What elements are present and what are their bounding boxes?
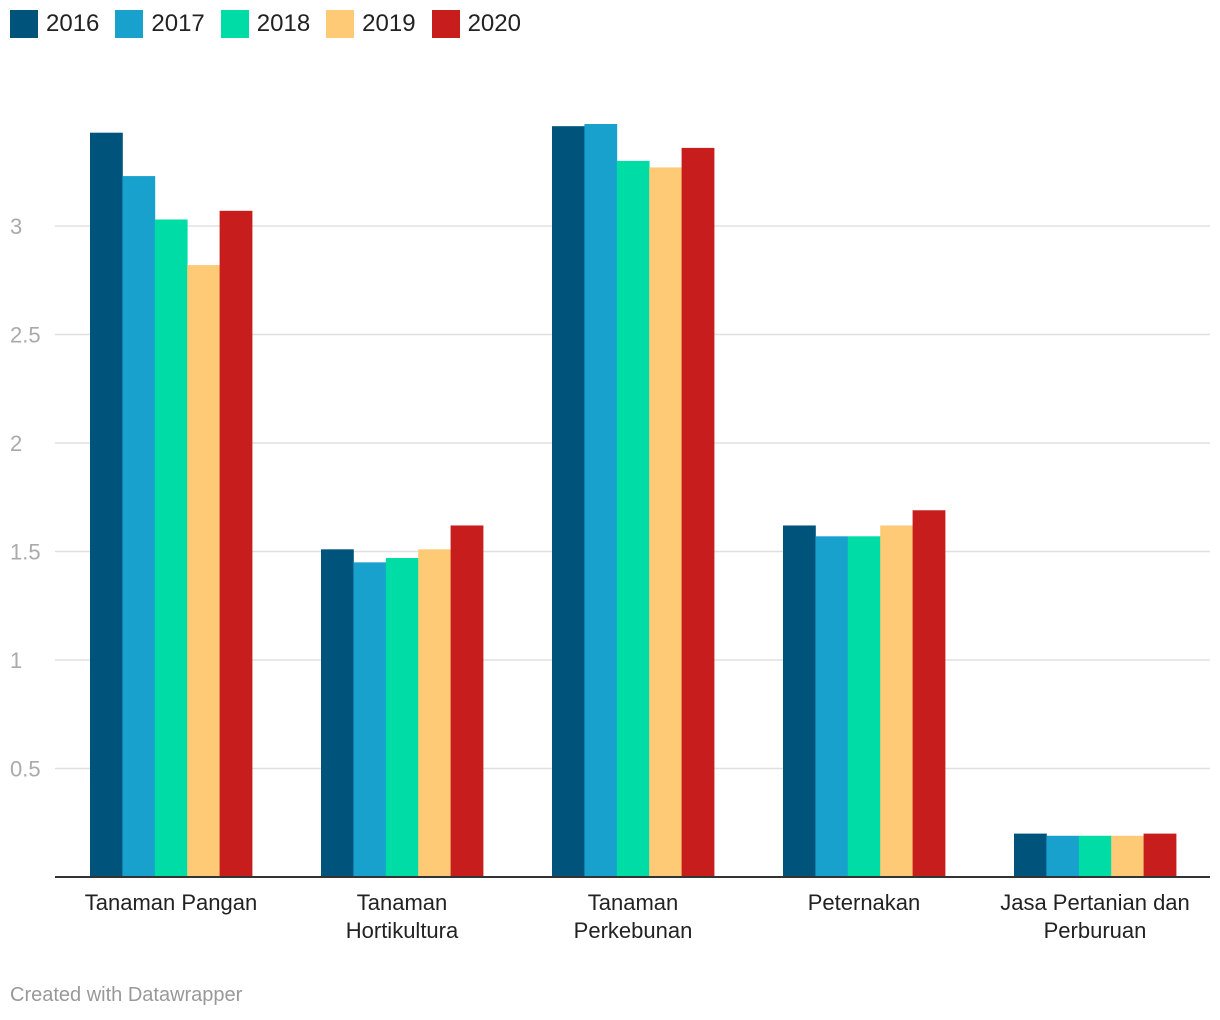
legend-swatch [431,10,460,38]
bar-chart: 0.5 1 1.5 2 2.5 3 Tanaman Pangan Tanaman Hortiku… [10,124,1210,943]
credit-text: Created with Datawrapper [10,984,243,1006]
y-tick-label: 1.5 [10,540,41,565]
legend-item-2016: 2016 [10,10,99,38]
bar-2016-3 [783,525,816,877]
bar-2019-1 [418,549,451,877]
bar-2017-1 [353,562,387,877]
legend-swatch [115,10,144,38]
y-tick-label: 1 [10,648,22,673]
bar-2016-4 [1014,833,1047,877]
bar-2020-0 [219,210,253,877]
bar-2016-0 [90,132,123,877]
x-category-label: Tanaman Hortikultura [346,890,459,943]
legend-label: 2020 [467,10,521,37]
bar-2018-0 [154,219,188,878]
bar-2020-4 [1143,833,1177,877]
bar-2019-4 [1111,835,1144,877]
chart-legend: 2016 2017 2018 2019 2020 [10,10,537,38]
bar-2018-3 [847,536,881,877]
legend-swatch [326,10,355,38]
bar-2016-1 [321,549,354,877]
bar-2020-3 [912,510,946,877]
y-tick-label: 3 [10,214,22,239]
legend-label: 2019 [362,10,416,37]
legend-label: 2018 [256,10,311,37]
legend-label: 2016 [46,10,100,37]
bar-2017-2 [584,124,618,877]
bar-2018-2 [616,160,650,877]
legend-item-2020: 2020 [431,10,521,38]
bar-2016-2 [552,126,585,878]
bar-2018-4 [1078,835,1112,877]
x-category-label: Peternakan [808,890,921,915]
legend-swatch [10,10,38,38]
legend-item-2017: 2017 [115,10,205,38]
bar-2019-2 [649,167,682,877]
x-category-label: Tanaman Perkebunan [574,890,693,943]
legend-swatch [220,10,249,38]
bar-2018-1 [385,558,419,877]
x-category-label: Tanaman Pangan [85,890,257,915]
x-category-label: Jasa Pertanian dan Perburuan [1000,890,1190,943]
bar-2020-2 [681,147,715,877]
bar-2017-0 [122,176,156,878]
legend-label: 2017 [151,10,205,37]
bar-2019-0 [187,265,220,877]
y-tick-label: 2 [10,431,22,456]
bar-2019-3 [880,525,913,877]
bar-2017-3 [815,536,849,877]
bar-2020-1 [450,525,484,877]
bar-2017-4 [1046,835,1080,877]
legend-item-2018: 2018 [220,10,311,38]
legend-item-2019: 2019 [326,10,416,38]
y-tick-label: 0.5 [10,757,41,782]
y-tick-label: 2.5 [10,323,41,348]
